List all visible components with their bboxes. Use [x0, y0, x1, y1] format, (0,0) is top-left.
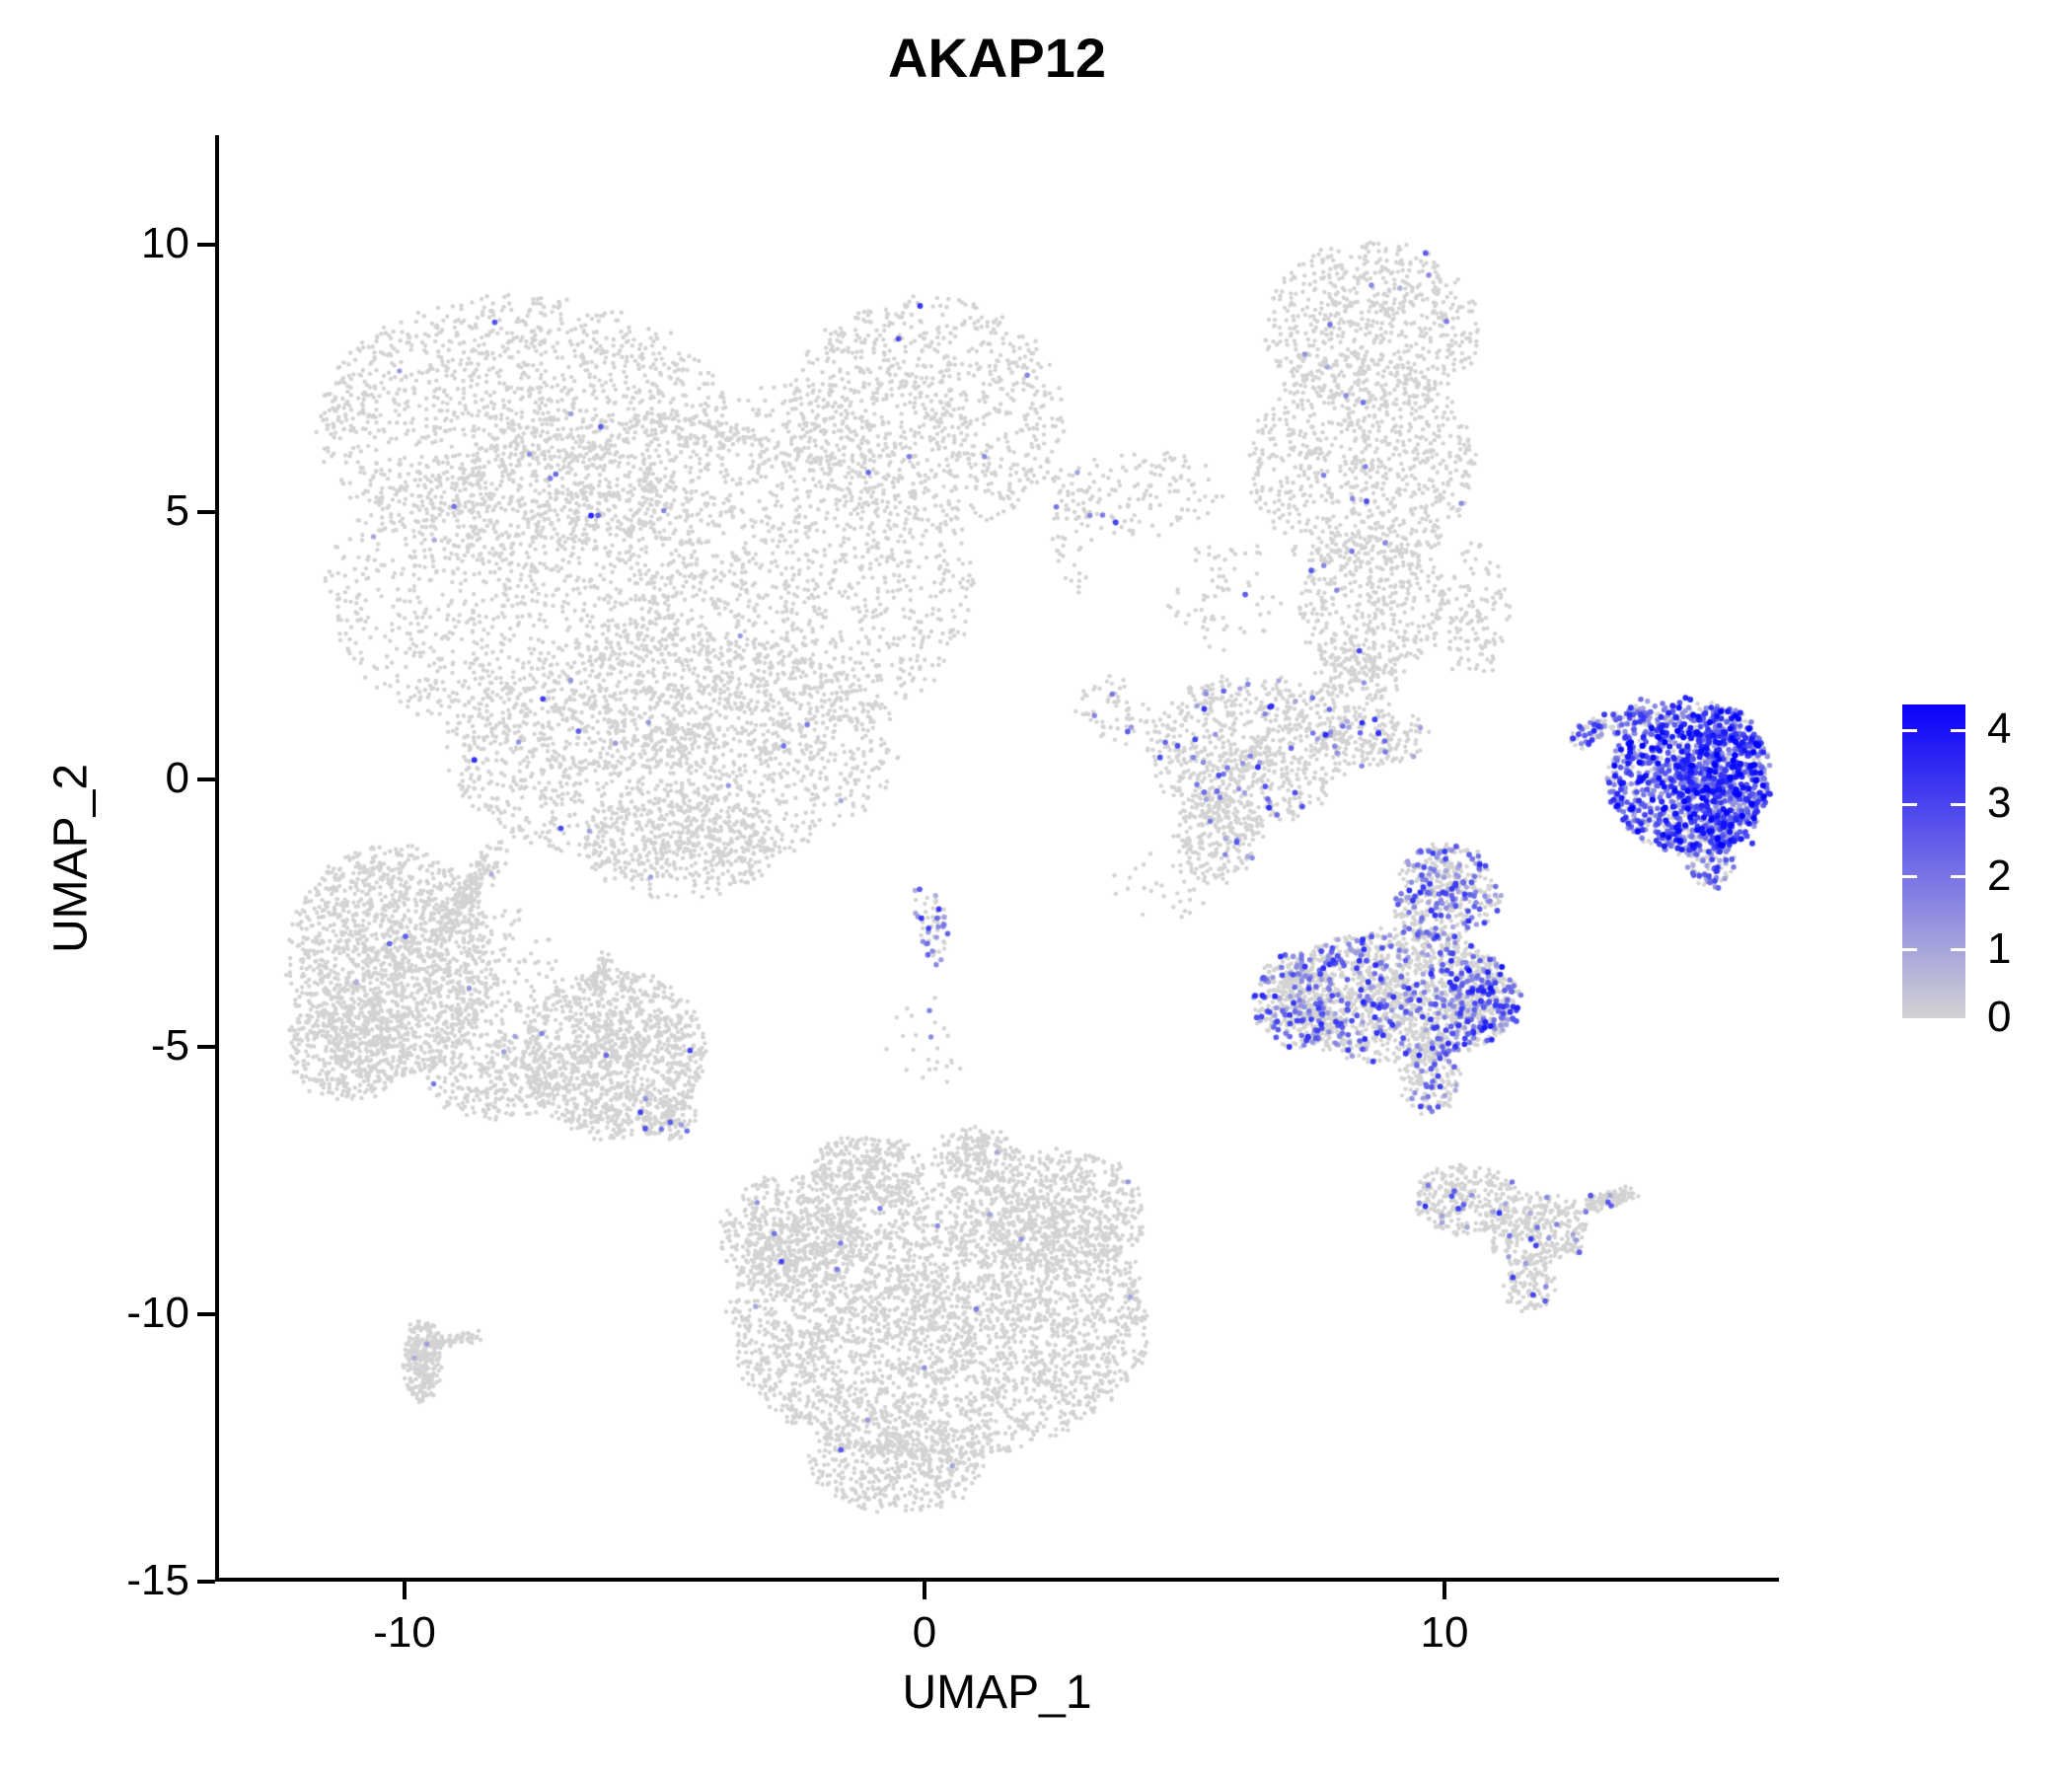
colorbar-gradient	[1902, 704, 1965, 1018]
x-tick-label: -10	[373, 1608, 436, 1657]
y-tick-mark	[197, 1580, 215, 1584]
y-tick-mark	[197, 510, 215, 514]
x-tick-label: 10	[1420, 1608, 1469, 1657]
y-tick-label: -5	[150, 1021, 189, 1070]
colorbar-tick-label: 0	[1987, 993, 2012, 1041]
y-tick-mark	[197, 1045, 215, 1049]
x-tick-mark	[403, 1582, 407, 1599]
colorbar-tick	[1951, 948, 1965, 952]
colorbar-tick-label: 2	[1987, 851, 2012, 900]
x-axis-title: UMAP_1	[902, 1666, 1092, 1719]
colorbar-tick-label: 4	[1987, 704, 2012, 754]
colorbar-tick	[1951, 875, 1965, 879]
y-tick-label: 10	[141, 219, 189, 267]
colorbar-tick	[1902, 948, 1917, 952]
colorbar-tick	[1951, 802, 1965, 806]
y-tick-label: -10	[126, 1289, 189, 1337]
colorbar-tick	[1902, 728, 1917, 732]
x-tick-label: 0	[912, 1608, 937, 1657]
colorbar-tick	[1902, 875, 1917, 879]
x-tick-mark	[1443, 1582, 1446, 1599]
colorbar-tick	[1951, 728, 1965, 732]
y-tick-mark	[197, 243, 215, 247]
y-tick-mark	[197, 777, 215, 781]
y-tick-label: -15	[126, 1556, 189, 1604]
chart-title: AKAP12	[888, 27, 1106, 89]
colorbar-tick-label: 1	[1987, 924, 2012, 973]
y-tick-mark	[197, 1312, 215, 1316]
y-tick-label: 5	[165, 486, 189, 535]
x-tick-mark	[923, 1582, 926, 1599]
y-tick-label: 0	[165, 754, 189, 802]
colorbar-tick-label: 3	[1987, 778, 2012, 828]
colorbar-tick	[1902, 802, 1917, 806]
